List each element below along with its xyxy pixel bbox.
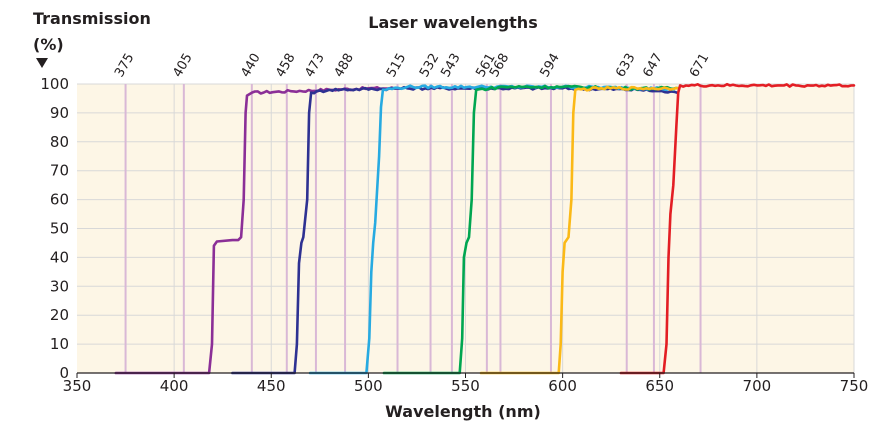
chart-title: Laser wavelengths [368,13,537,32]
x-tick-label: 350 [63,377,92,395]
transmission-series-line [619,82,856,375]
x-tick-label: 400 [160,377,189,395]
x-tick-label: 600 [548,377,577,395]
y-tick-label: 40 [50,248,69,266]
laser-wavelength-label: 375 [112,51,137,80]
laser-wavelength-label: 543 [438,51,463,80]
x-tick-label: 650 [645,377,674,395]
x-tick-label: 550 [451,377,480,395]
y-tick-label: 10 [50,335,69,353]
laser-wavelength-label: 633 [613,51,638,80]
grid-layer [77,83,855,373]
y-tick-label: 90 [50,104,69,122]
laser-lines-layer [124,84,702,373]
laser-wavelength-label: 405 [170,51,195,80]
laser-wavelength-label: 671 [687,51,712,80]
y-tick-label: 20 [50,306,69,324]
series-layer [114,82,856,375]
x-tick-label: 750 [840,377,869,395]
x-tick-label: 500 [354,377,383,395]
x-tick-label: 700 [743,377,772,395]
laser-wavelength-label: 647 [640,51,665,80]
y-tick-label: 30 [50,277,69,295]
laser-wavelength-label: 473 [302,51,327,80]
laser-wavelength-label: 440 [238,51,263,80]
y-tick-label: 0 [59,364,69,382]
y-tick-label: 70 [50,162,69,180]
y-tick-label: 100 [40,75,69,93]
y-tick-label: 50 [50,220,69,238]
laser-wavelength-label: 488 [332,51,357,80]
x-tick-label: 450 [257,377,286,395]
y-axis-label-line1: Transmission [33,9,151,28]
y-tick-label: 80 [50,133,69,151]
y-tick-label: 60 [50,191,69,209]
laser-wavelength-label: 532 [417,51,442,80]
tick-labels-layer: 0 10 20 30 40 50 60 70 80 90 100 350 400 450 500 550 600… [40,75,868,395]
y-axis-arrow-icon [36,58,48,68]
laser-wavelength-label: 458 [273,51,298,80]
x-axis-label: Wavelength (nm) [385,402,541,421]
laser-wavelength-label: 594 [537,51,562,80]
y-axis-label-line2: (%) [33,35,64,54]
transmission-series-line [479,85,681,375]
laser-wavelength-label: 515 [384,51,409,80]
